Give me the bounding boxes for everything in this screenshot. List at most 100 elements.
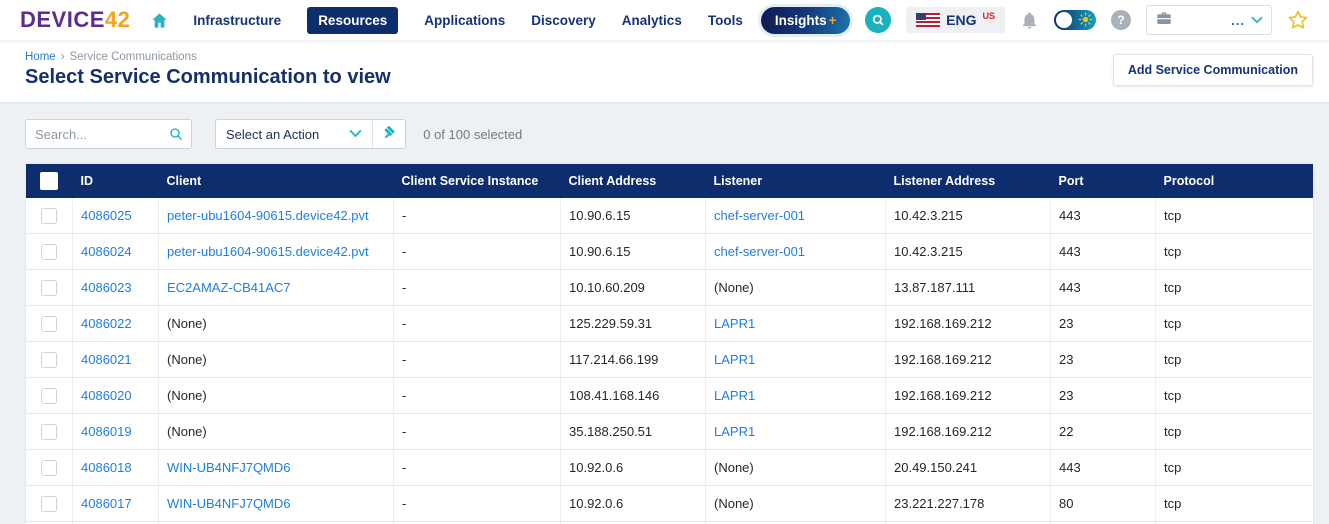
id-cell: 4086021 <box>73 342 159 378</box>
port-cell: 443 <box>1051 198 1156 234</box>
action-dropdown[interactable]: Select an Action <box>216 120 372 148</box>
theme-toggle[interactable] <box>1054 10 1096 30</box>
listener-cell-text[interactable]: chef-server-001 <box>714 208 805 223</box>
row-checkbox[interactable] <box>41 352 57 368</box>
row-checkbox[interactable] <box>41 280 57 296</box>
device42-logo[interactable]: DEVICE42 <box>20 7 130 33</box>
chevron-down-icon <box>1251 11 1263 29</box>
client-cell-text[interactable]: EC2AMAZ-CB41AC7 <box>167 280 291 295</box>
listener-address-cell-text: 13.87.187.111 <box>894 280 975 295</box>
row-select-cell <box>26 234 73 270</box>
listener-cell-text: (None) <box>714 496 754 511</box>
help-icon[interactable]: ? <box>1111 10 1131 30</box>
client-service-instance-cell: - <box>394 378 561 414</box>
row-checkbox[interactable] <box>41 496 57 512</box>
row-checkbox[interactable] <box>41 316 57 332</box>
table-row: 4086025 peter-ubu1604-90615.device42.pvt… <box>26 198 1314 234</box>
listener-cell-text[interactable]: LAPR1 <box>714 352 755 367</box>
protocol-cell: tcp <box>1156 486 1314 522</box>
listener-address-cell-text: 23.221.227.178 <box>894 496 984 511</box>
search-input[interactable] <box>25 119 192 149</box>
row-checkbox[interactable] <box>41 460 57 476</box>
row-checkbox[interactable] <box>41 244 57 260</box>
client-address-cell: 10.92.0.6 <box>561 486 706 522</box>
nav-item-discovery[interactable]: Discovery <box>531 13 596 28</box>
row-checkbox[interactable] <box>41 388 57 404</box>
top-navigation-bar: DEVICE42 Infrastructure Resources Applic… <box>0 0 1329 40</box>
listener-cell-text[interactable]: LAPR1 <box>714 424 755 439</box>
listener-address-cell-text: 10.42.3.215 <box>894 208 963 223</box>
port-cell-text: 443 <box>1059 208 1081 223</box>
id-link[interactable]: 4086017 <box>81 496 132 511</box>
id-link[interactable]: 4086024 <box>81 244 132 259</box>
briefcase-icon <box>1155 9 1173 32</box>
listener-cell-text[interactable]: LAPR1 <box>714 388 755 403</box>
toggle-knob <box>1056 12 1072 28</box>
notifications-bell-icon[interactable] <box>1020 11 1039 30</box>
id-link[interactable]: 4086018 <box>81 460 132 475</box>
protocol-cell-text: tcp <box>1164 496 1181 511</box>
nav-item-infrastructure[interactable]: Infrastructure <box>193 13 281 28</box>
listener-cell-text[interactable]: chef-server-001 <box>714 244 805 259</box>
client-cell-text[interactable]: WIN-UB4NFJ7QMD6 <box>167 496 291 511</box>
row-checkbox[interactable] <box>41 424 57 440</box>
row-select-cell <box>26 198 73 234</box>
nav-item-analytics[interactable]: Analytics <box>622 13 682 28</box>
table-body: 4086025 peter-ubu1604-90615.device42.pvt… <box>26 198 1314 524</box>
table-row: 4086024 peter-ubu1604-90615.device42.pvt… <box>26 234 1314 270</box>
client-cell-text: (None) <box>167 424 207 439</box>
client-address-cell-text: 108.41.168.146 <box>569 388 659 403</box>
listener-address-cell: 192.168.169.212 <box>886 414 1051 450</box>
id-cell: 4086020 <box>73 378 159 414</box>
nav-right-cluster: ENG US ? ... <box>865 5 1309 35</box>
breadcrumb-home-link[interactable]: Home <box>25 51 56 63</box>
column-header-port: Port <box>1051 164 1156 198</box>
id-cell: 4086022 <box>73 306 159 342</box>
listener-address-cell: 23.221.227.178 <box>886 486 1051 522</box>
select-all-checkbox[interactable] <box>40 172 58 190</box>
client-cell-text[interactable]: peter-ubu1604-90615.device42.pvt <box>167 244 369 259</box>
row-checkbox[interactable] <box>41 208 57 224</box>
id-link[interactable]: 4086020 <box>81 388 132 403</box>
insights-button[interactable]: Insights+ <box>761 7 851 34</box>
port-cell-text: 23 <box>1059 316 1073 331</box>
listener-cell: (None) <box>706 450 886 486</box>
global-search-icon[interactable] <box>865 7 891 33</box>
list-toolbar: Select an Action 0 of 100 selected <box>0 103 1329 149</box>
protocol-cell: tcp <box>1156 270 1314 306</box>
port-cell: 23 <box>1051 342 1156 378</box>
listener-cell-text[interactable]: LAPR1 <box>714 316 755 331</box>
run-action-button[interactable] <box>373 120 405 148</box>
client-address-cell-text: 125.229.59.31 <box>569 316 652 331</box>
protocol-cell-text: tcp <box>1164 316 1181 331</box>
nav-item-applications[interactable]: Applications <box>424 13 505 28</box>
nav-item-resources[interactable]: Resources <box>307 7 398 34</box>
id-cell: 4086017 <box>73 486 159 522</box>
listener-address-cell-text: 192.168.169.212 <box>894 316 992 331</box>
client-cell-text[interactable]: peter-ubu1604-90615.device42.pvt <box>167 208 369 223</box>
id-link[interactable]: 4086019 <box>81 424 132 439</box>
table-row: 4086021 (None) - 117.214.66.199 LAPR1 19… <box>26 342 1314 378</box>
chevron-down-icon <box>349 125 362 143</box>
favorite-star-icon[interactable] <box>1287 9 1309 31</box>
add-service-communication-button[interactable]: Add Service Communication <box>1113 54 1313 86</box>
id-link[interactable]: 4086025 <box>81 208 132 223</box>
client-address-cell-text: 10.10.60.209 <box>569 280 645 295</box>
nav-item-tools[interactable]: Tools <box>708 13 743 28</box>
client-address-cell-text: 117.214.66.199 <box>569 352 658 367</box>
workspace-dropdown-value: ... <box>1231 13 1245 28</box>
listener-address-cell: 192.168.169.212 <box>886 342 1051 378</box>
client-cell: (None) <box>159 306 394 342</box>
id-cell: 4086024 <box>73 234 159 270</box>
id-link[interactable]: 4086021 <box>81 352 132 367</box>
id-link[interactable]: 4086023 <box>81 280 132 295</box>
language-selector[interactable]: ENG US <box>906 7 1005 33</box>
home-icon[interactable] <box>150 11 169 30</box>
listener-address-cell: 192.168.169.212 <box>886 378 1051 414</box>
client-cell-text[interactable]: WIN-UB4NFJ7QMD6 <box>167 460 291 475</box>
listener-cell-text: (None) <box>714 280 754 295</box>
protocol-cell-text: tcp <box>1164 280 1181 295</box>
id-link[interactable]: 4086022 <box>81 316 132 331</box>
protocol-cell: tcp <box>1156 450 1314 486</box>
workspace-dropdown[interactable]: ... <box>1146 5 1272 35</box>
